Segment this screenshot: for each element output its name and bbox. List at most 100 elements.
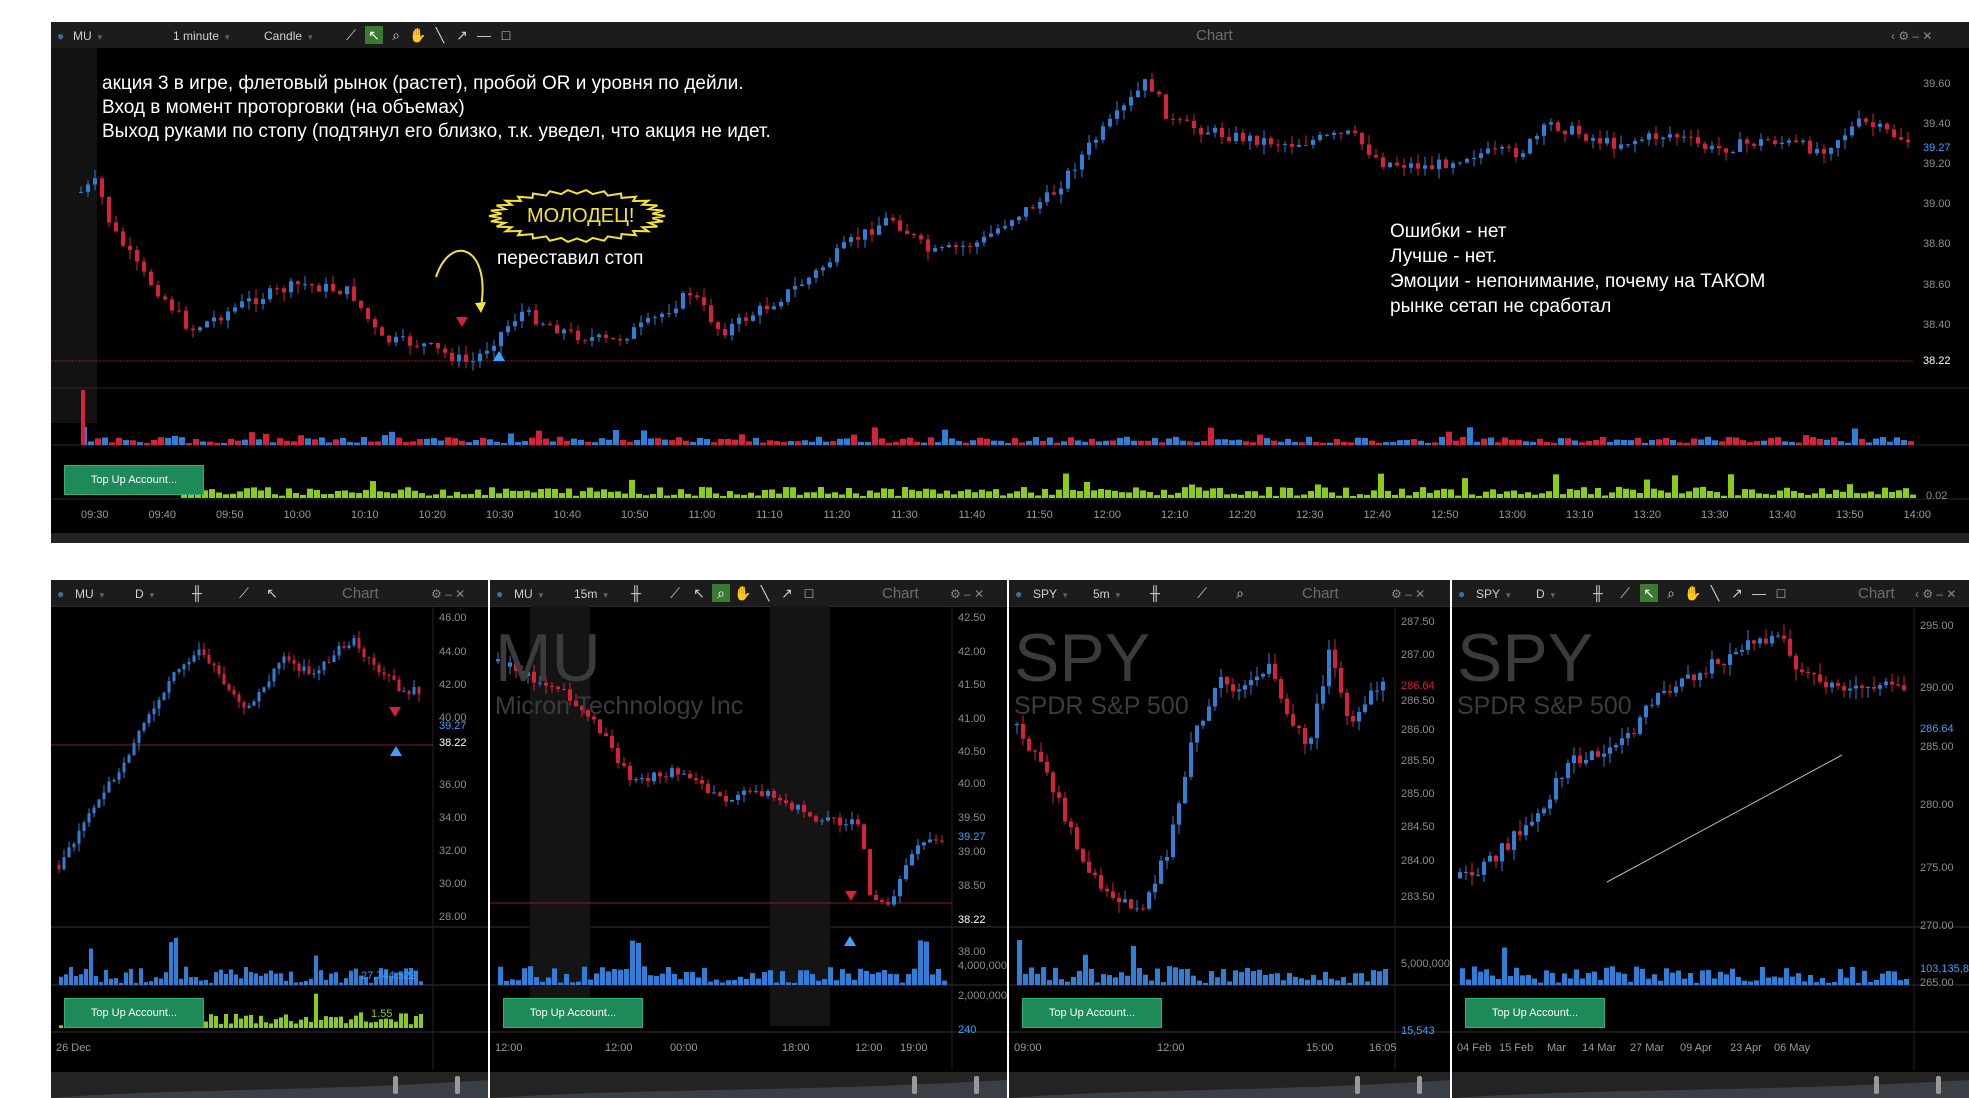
volume-bar (1778, 977, 1783, 985)
draw-tools-icon[interactable]: ⟋ (670, 585, 680, 601)
symbol-field[interactable]: MU (73, 29, 102, 43)
panel-chart-canvas[interactable] (1009, 580, 1450, 1098)
cursor-icon[interactable]: ↖ (266, 585, 278, 601)
candle-style-icon[interactable]: ╫ (1150, 585, 1160, 601)
candle-body (1896, 684, 1900, 686)
time-scrollbar[interactable] (51, 533, 1969, 543)
candle-body (652, 772, 656, 782)
volume-bar (1833, 489, 1839, 498)
link-dot-icon[interactable]: ● (57, 587, 65, 601)
window-controls[interactable]: ⚙ – ✕ (431, 587, 466, 601)
interval-select[interactable]: D (1536, 587, 1555, 601)
candle-style-icon[interactable]: ╫ (192, 585, 202, 601)
volume-bar (1574, 969, 1579, 985)
line-tool-icon[interactable]: ╲ (1710, 585, 1720, 601)
panel-chart-canvas[interactable] (490, 580, 1007, 1098)
cursor-icon[interactable]: ↖ (1640, 584, 1658, 602)
volume-bar (1772, 976, 1777, 985)
candle-style-icon[interactable]: ╫ (1593, 585, 1603, 601)
volume-bar (1700, 486, 1706, 498)
window-controls[interactable]: ⚙ – ✕ (950, 587, 985, 601)
candle-body (1069, 821, 1073, 828)
window-title: Chart (882, 585, 919, 602)
zoom-icon[interactable]: ⌕ (712, 584, 730, 602)
draw-tools-icon[interactable]: ⟋ (239, 585, 249, 601)
arrow-tool-icon[interactable]: ↗ (1731, 585, 1743, 601)
symbol-field[interactable]: MU (75, 587, 104, 601)
panel-chart-canvas[interactable] (51, 580, 488, 1098)
main-chart-canvas[interactable] (51, 22, 1969, 543)
sell-marker (456, 317, 468, 327)
zoom-icon[interactable]: ⌕ (1667, 585, 1675, 601)
hand-icon[interactable]: ✋ (1684, 585, 1702, 601)
draw-tools-icon[interactable]: ⟋ (1620, 585, 1630, 601)
symbol-field[interactable]: MU (514, 587, 543, 601)
hand-icon[interactable]: ✋ (734, 585, 752, 601)
volume-bar (216, 492, 222, 498)
top-up-account-button[interactable]: Top Up Account... (503, 998, 643, 1028)
volume-bar (1719, 441, 1725, 445)
link-dot-icon[interactable]: ● (57, 29, 65, 43)
rect-tool-icon[interactable]: □ (501, 27, 511, 43)
candle-body (450, 352, 454, 362)
interval-select[interactable]: 5m (1093, 587, 1120, 601)
rect-tool-icon[interactable]: □ (1776, 585, 1786, 601)
interval-select[interactable]: 15m (574, 587, 608, 601)
line-tool-icon[interactable]: ╲ (760, 585, 770, 601)
candle-body (1661, 137, 1665, 140)
volume-bar (1239, 972, 1244, 985)
window-controls[interactable]: ‹ ⚙ – ✕ (1915, 587, 1957, 601)
arrow-tool-icon[interactable]: ↗ (456, 27, 468, 43)
hline-tool-icon[interactable]: — (1752, 585, 1766, 601)
volume-bar (1269, 973, 1274, 985)
top-up-account-button[interactable]: Top Up Account... (1022, 998, 1162, 1028)
volume-bar (606, 439, 612, 445)
zoom-icon[interactable]: ⌕ (392, 27, 400, 43)
interval-select[interactable]: D (135, 587, 154, 601)
volume-bar (1287, 487, 1293, 498)
volume-bar (1208, 427, 1214, 445)
panel-chart-canvas[interactable] (1452, 580, 1969, 1098)
link-dot-icon[interactable]: ● (496, 587, 504, 601)
top-up-account-button[interactable]: Top Up Account... (1465, 998, 1605, 1028)
volume-bar (918, 940, 923, 985)
interval-select[interactable]: 1 minute (173, 29, 230, 43)
symbol-field[interactable]: SPY (1476, 587, 1511, 601)
candle-body (247, 298, 251, 302)
volume-bar (1688, 973, 1693, 985)
volume-bar (741, 494, 747, 498)
volume-bar (1474, 441, 1480, 445)
hand-icon[interactable]: ✋ (409, 27, 427, 43)
hline-tool-icon[interactable]: — (477, 27, 491, 43)
volume-bar (334, 972, 338, 985)
style-select[interactable]: Candle (264, 29, 313, 43)
volume-bar (1509, 439, 1515, 445)
volume-bar (459, 440, 465, 445)
draw-tools-icon[interactable]: ⟋ (1197, 585, 1207, 601)
zoom-icon[interactable]: ⌕ (1236, 585, 1244, 601)
window-controls[interactable]: ‹ ⚙ – ✕ (1891, 29, 1933, 43)
window-controls[interactable]: ⚙ – ✕ (1391, 587, 1426, 601)
link-dot-icon[interactable]: ● (1458, 587, 1466, 601)
cursor-icon[interactable]: ↖ (365, 26, 383, 44)
line-tool-icon[interactable]: ╲ (435, 27, 445, 43)
candle-body (1135, 908, 1139, 910)
candle-body (387, 335, 391, 343)
rect-tool-icon[interactable]: □ (804, 585, 814, 601)
candle-style-icon[interactable]: ╫ (631, 585, 641, 601)
volume-bar (480, 437, 486, 445)
review-line: Ошибки - нет (1390, 221, 1507, 242)
candle-body (826, 817, 830, 821)
draw-tools-icon[interactable]: ⟋ (346, 27, 356, 43)
volume-bar (1357, 494, 1363, 498)
arrow-tool-icon[interactable]: ↗ (781, 585, 793, 601)
link-dot-icon[interactable]: ● (1015, 587, 1023, 601)
top-up-account-button[interactable]: Top Up Account... (64, 998, 204, 1028)
candle-body (147, 714, 151, 724)
symbol-field[interactable]: SPY (1033, 587, 1068, 601)
volume-bar (1012, 438, 1018, 445)
cursor-icon[interactable]: ↖ (693, 585, 705, 601)
volume-bar (1187, 441, 1193, 445)
top-up-account-button[interactable]: Top Up Account... (64, 465, 204, 495)
volume-bar (1222, 439, 1228, 445)
